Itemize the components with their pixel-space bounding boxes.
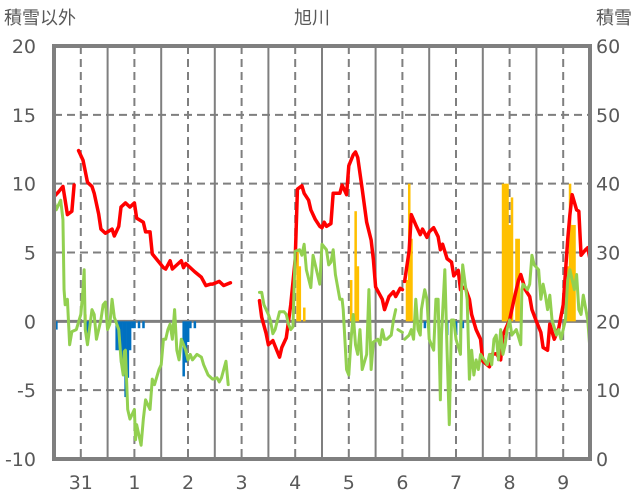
positive-bar xyxy=(568,183,572,322)
negative-bar xyxy=(115,321,118,351)
x-ticks: 31 1 2 3 4 5 6 7 8 9 xyxy=(69,472,570,494)
negative-bar xyxy=(423,321,427,329)
red-line-segment xyxy=(52,183,76,217)
right-tick-label: 20 xyxy=(596,311,620,333)
negative-bar xyxy=(126,321,130,378)
negative-bar xyxy=(184,321,188,363)
positive-bar xyxy=(501,183,505,322)
right-tick-label: 40 xyxy=(596,174,620,196)
x-tick-label: 9 xyxy=(557,472,569,494)
positive-bar xyxy=(571,224,574,322)
x-tick-label: 31 xyxy=(69,472,93,494)
left-tick-label: 15 xyxy=(12,105,36,127)
x-tick-label: 3 xyxy=(236,472,248,494)
plot-border xyxy=(52,44,592,461)
left-tick-label: -5 xyxy=(17,380,36,402)
negative-bar xyxy=(133,321,136,329)
green-line-segment xyxy=(396,328,404,334)
right-tick-label: 60 xyxy=(596,36,620,58)
left-tick-label: 5 xyxy=(24,243,36,265)
positive-bar xyxy=(296,249,299,322)
negative-bar xyxy=(86,321,89,336)
positive-bar xyxy=(298,266,302,322)
chart-title: 旭川 xyxy=(294,8,330,29)
right-tick-label: 50 xyxy=(596,105,620,127)
positive-bar xyxy=(504,183,507,322)
red-line-segment xyxy=(76,148,233,288)
negative-bar xyxy=(186,321,190,342)
positive-bar xyxy=(410,238,413,322)
left-axis-label: 積雪以外 xyxy=(4,8,76,29)
positive-bar xyxy=(349,280,353,322)
negative-bar xyxy=(122,321,125,370)
positive-bar xyxy=(303,307,306,322)
right-tick-label: 0 xyxy=(596,449,608,471)
x-tick-label: 6 xyxy=(396,472,408,494)
x-tick-label: 2 xyxy=(182,472,194,494)
red-line-segment xyxy=(257,150,405,359)
negative-bar xyxy=(193,321,197,329)
negative-bar xyxy=(137,321,141,329)
positive-bar xyxy=(354,211,357,322)
x-tick-label: 7 xyxy=(450,472,462,494)
positive-bar xyxy=(356,266,360,322)
positive-bar xyxy=(508,224,512,322)
positive-bar xyxy=(515,238,518,322)
negative-bar xyxy=(55,321,58,330)
right-axis-label: 積雪 xyxy=(596,8,632,29)
green-line-segment xyxy=(257,242,398,377)
plot-frame xyxy=(52,44,592,461)
x-tick-label: 4 xyxy=(289,472,301,494)
positive-bar xyxy=(573,224,576,322)
green-line-segment xyxy=(403,253,592,427)
positive-bar xyxy=(506,183,509,322)
green-line-segment xyxy=(52,198,230,447)
negative-bar xyxy=(461,321,465,329)
positive-bar xyxy=(510,197,514,322)
gridlines xyxy=(54,46,590,459)
negative-bar xyxy=(189,321,192,329)
left-tick-label: 10 xyxy=(12,174,36,196)
x-tick-label: 1 xyxy=(128,472,140,494)
right-ticks: 60 50 40 30 20 10 0 xyxy=(596,36,620,471)
negative-bar xyxy=(131,321,134,329)
negative-bar xyxy=(142,321,145,329)
positive-bar xyxy=(405,280,409,322)
right-tick-label: 30 xyxy=(596,243,620,265)
left-ticks: 20 15 10 5 0 -5 -10 xyxy=(5,36,36,471)
left-tick-label: -10 xyxy=(5,449,36,471)
negative-bar xyxy=(128,321,132,351)
x-tick-label: 8 xyxy=(504,472,516,494)
left-tick-label: 20 xyxy=(12,36,36,58)
left-tick-label: 0 xyxy=(24,311,36,333)
right-tick-label: 10 xyxy=(596,380,620,402)
x-tick-label: 5 xyxy=(343,472,355,494)
